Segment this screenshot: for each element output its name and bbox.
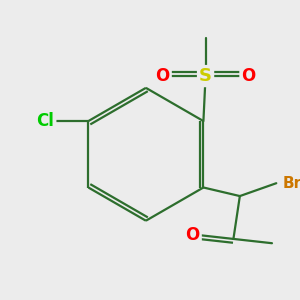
Text: O: O (186, 226, 200, 244)
Text: Cl: Cl (37, 112, 54, 130)
Text: O: O (156, 67, 170, 85)
Text: S: S (199, 67, 212, 85)
Text: O: O (241, 67, 256, 85)
Text: Br: Br (283, 176, 300, 191)
